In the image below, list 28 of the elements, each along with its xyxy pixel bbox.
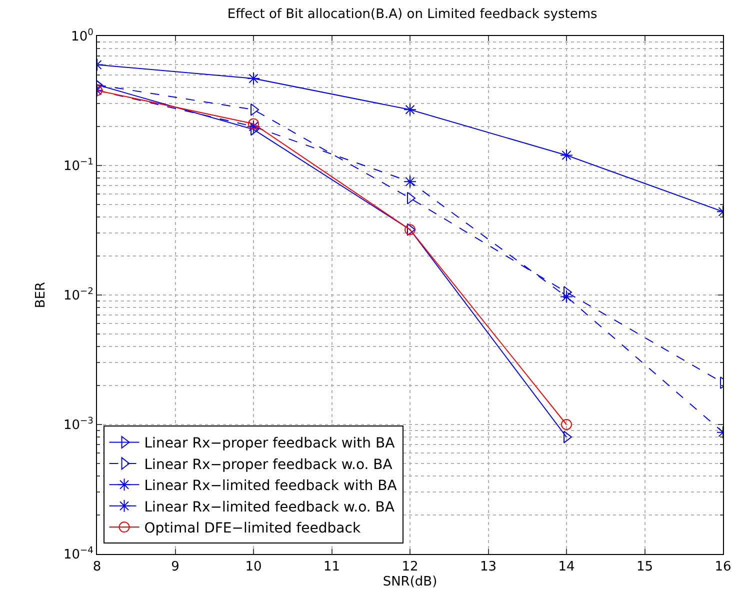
y-tick-label: 10$^{−4}$ <box>63 546 94 563</box>
legend-label: Linear Rx−limited feedback with BA <box>144 478 398 494</box>
point <box>404 175 416 188</box>
chart-title: Effect of Bit allocation(B.A) on Limited feedback systems <box>227 7 598 22</box>
x-tick-label: 15 <box>636 560 654 575</box>
point <box>560 148 573 162</box>
point <box>404 103 416 116</box>
x-tick-label: 16 <box>714 560 732 575</box>
point <box>560 290 573 304</box>
x-tick-label: 9 <box>171 560 180 575</box>
x-axis-title: SNR(dB) <box>382 574 438 590</box>
x-tick-label: 11 <box>323 560 340 575</box>
y-tick-label: 10$^{−1}$ <box>63 158 94 174</box>
y-axis-title: BER <box>33 282 48 308</box>
x-tick-label: 8 <box>92 560 102 575</box>
point <box>561 419 572 430</box>
legend-label: Optimal DFE−limited feedback <box>144 520 362 536</box>
y-tick-label: 10$^{0}$ <box>71 28 94 45</box>
x-tick-label: 10 <box>245 560 262 575</box>
legend-label: Linear Rx−proper feedback with BA <box>144 436 396 452</box>
point <box>404 224 416 236</box>
x-tick-label: 13 <box>480 560 497 575</box>
legend-label: Linear Rx−proper feedback w.o. BA <box>144 456 393 473</box>
y-tick-label: 10$^{−3}$ <box>63 416 94 434</box>
legend-label: Linear Rx−limited feedback w.o. BA <box>144 499 395 516</box>
x-tick-label: 14 <box>558 560 575 575</box>
y-tick-label: 10$^{−2}$ <box>63 287 94 304</box>
x-tick-label: 12 <box>402 560 418 575</box>
